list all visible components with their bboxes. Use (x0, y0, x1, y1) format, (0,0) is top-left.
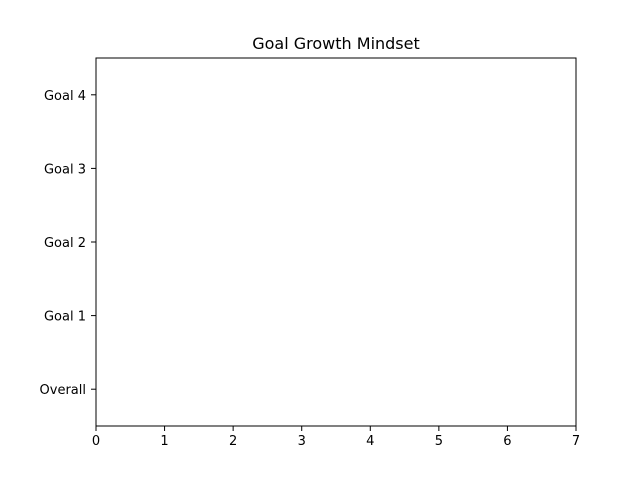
plot-frame (95, 57, 577, 427)
x-tick-label: 7 (572, 434, 580, 449)
x-tick-label: 3 (298, 434, 306, 449)
y-tick-label: Overall (40, 383, 86, 398)
plot-area: 0 1 2 3 4 5 6 7 Overall Goal 1 Goal 2 Goal 3 Goal 4 (40, 57, 580, 449)
x-tick-label: 1 (160, 434, 168, 449)
y-tick-label: Goal 2 (44, 236, 86, 251)
y-tick-label: Goal 1 (44, 310, 86, 325)
chart-title: Goal Growth Mindset (252, 34, 420, 53)
y-tick-label: Goal 3 (44, 162, 86, 177)
x-tick-label: 5 (435, 434, 443, 449)
x-tick-label: 6 (503, 434, 511, 449)
x-tick-label: 4 (366, 434, 374, 449)
y-tick-label: Goal 4 (44, 89, 86, 104)
x-tick-label: 2 (229, 434, 237, 449)
x-tick-label: 0 (92, 434, 100, 449)
